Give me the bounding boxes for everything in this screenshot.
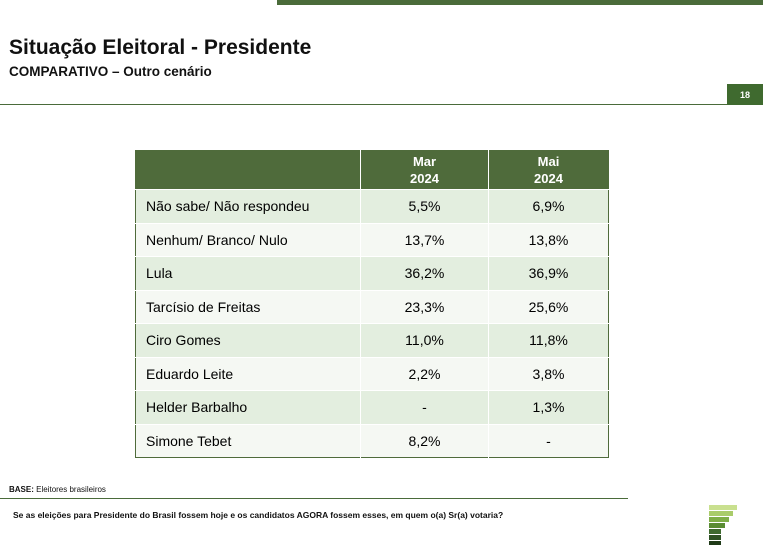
- table-row: Lula 36,2% 36,9%: [135, 256, 609, 290]
- footer-divider: [0, 498, 628, 499]
- base-note: BASE: Eleitores brasileiros: [9, 485, 106, 494]
- page-number-badge: 18: [727, 84, 763, 105]
- candidate-name: Não sabe/ Não respondeu: [135, 189, 361, 223]
- table-row: Ciro Gomes 11,0% 11,8%: [135, 323, 609, 357]
- value-mar: 13,7%: [360, 222, 489, 257]
- page-subtitle: COMPARATIVO – Outro cenário: [9, 64, 212, 79]
- candidate-name: Ciro Gomes: [135, 323, 361, 357]
- page-title: Situação Eleitoral - Presidente: [9, 36, 312, 59]
- candidate-name: Nenhum/ Branco/ Nulo: [135, 222, 361, 257]
- value-mai: 25,6%: [488, 289, 609, 324]
- column-header-mai: Mai 2024: [488, 150, 609, 190]
- table-row: Eduardo Leite 2,2% 3,8%: [135, 356, 609, 391]
- top-accent-bar: [277, 0, 763, 5]
- value-mai: -: [488, 423, 609, 458]
- candidate-name: Eduardo Leite: [135, 356, 361, 391]
- value-mar: 23,3%: [360, 289, 489, 324]
- value-mar: 8,2%: [360, 423, 489, 458]
- value-mai: 6,9%: [488, 189, 609, 223]
- candidate-name: Tarcísio de Freitas: [135, 289, 361, 324]
- base-label: BASE:: [9, 485, 34, 494]
- value-mai: 11,8%: [488, 323, 609, 357]
- value-mar: 36,2%: [360, 256, 489, 290]
- header-divider: [0, 104, 763, 105]
- value-mar: -: [360, 390, 489, 424]
- table-header-row: Mar 2024 Mai 2024: [135, 150, 609, 190]
- table-row: Nenhum/ Branco/ Nulo 13,7% 13,8%: [135, 222, 609, 257]
- table-row: Helder Barbalho - 1,3%: [135, 390, 609, 424]
- value-mai: 36,9%: [488, 256, 609, 290]
- column-month: Mar: [412, 154, 437, 169]
- value-mar: 5,5%: [360, 189, 489, 223]
- candidate-name: Simone Tebet: [135, 423, 361, 458]
- value-mai: 3,8%: [488, 356, 609, 391]
- header-blank-cell: [135, 150, 361, 190]
- survey-question: Se as eleições para Presidente do Brasil…: [13, 510, 504, 520]
- column-year: 2024: [534, 171, 563, 186]
- table-row: Tarcísio de Freitas 23,3% 25,6%: [135, 289, 609, 324]
- column-header-mar: Mar 2024: [360, 150, 489, 190]
- candidate-name: Lula: [135, 256, 361, 290]
- table-row: Simone Tebet 8,2% -: [135, 423, 609, 458]
- comparison-table: Mar 2024 Mai 2024 Não sabe/ Não responde…: [135, 150, 609, 458]
- table-row: Não sabe/ Não respondeu 5,5% 6,9%: [135, 189, 609, 223]
- candidate-name: Helder Barbalho: [135, 390, 361, 424]
- value-mar: 11,0%: [360, 323, 489, 357]
- column-year: 2024: [410, 171, 439, 186]
- column-month: Mai: [537, 154, 560, 169]
- value-mai: 1,3%: [488, 390, 609, 424]
- value-mar: 2,2%: [360, 356, 489, 391]
- base-text: Eleitores brasileiros: [36, 485, 106, 494]
- value-mai: 13,8%: [488, 222, 609, 257]
- brand-logo-icon: [709, 505, 737, 545]
